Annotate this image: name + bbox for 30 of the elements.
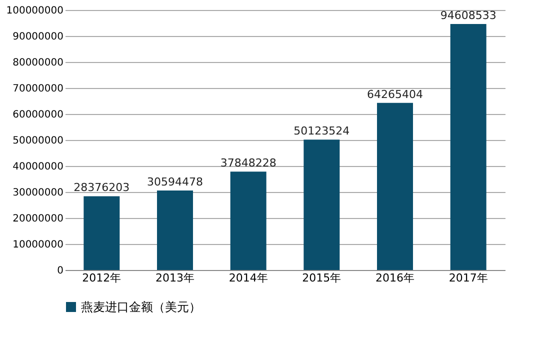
data-label: 50123524	[294, 124, 350, 138]
data-label: 30594478	[147, 175, 203, 188]
y-tick-label: 40000000	[12, 162, 64, 172]
x-tick-label: 2012年	[82, 272, 122, 284]
y-tick-label: 60000000	[12, 110, 64, 120]
bar	[377, 102, 413, 270]
x-tick-label: 2015年	[302, 272, 342, 284]
x-tick-label: 2014年	[228, 272, 268, 284]
x-tick-label: 2013年	[156, 272, 194, 284]
y-tick-label: 70000000	[12, 84, 64, 94]
bar	[84, 196, 120, 270]
data-label: 64265404	[367, 88, 423, 101]
y-tick-label: 30000000	[12, 188, 64, 198]
y-tick-label: 80000000	[12, 58, 64, 68]
y-tick-label: 20000000	[12, 214, 64, 224]
bar	[230, 172, 266, 270]
y-tick-label: 90000000	[12, 32, 64, 42]
bar	[450, 24, 486, 270]
data-label: 94608533	[440, 9, 496, 22]
legend-label: 燕麦进口金额（美元）	[81, 300, 201, 314]
y-tick-label: 50000000	[12, 136, 64, 146]
y-tick-label: 0	[57, 266, 64, 276]
y-tick-label: 10000000	[12, 240, 64, 250]
data-label: 28376203	[74, 181, 130, 194]
bar	[304, 140, 340, 270]
bar	[157, 190, 193, 270]
x-tick-label: 2016年	[376, 272, 414, 284]
x-tick-label: 2017年	[448, 272, 488, 284]
data-label: 37848228	[220, 156, 276, 170]
y-tick-label: 100000000	[6, 6, 64, 16]
